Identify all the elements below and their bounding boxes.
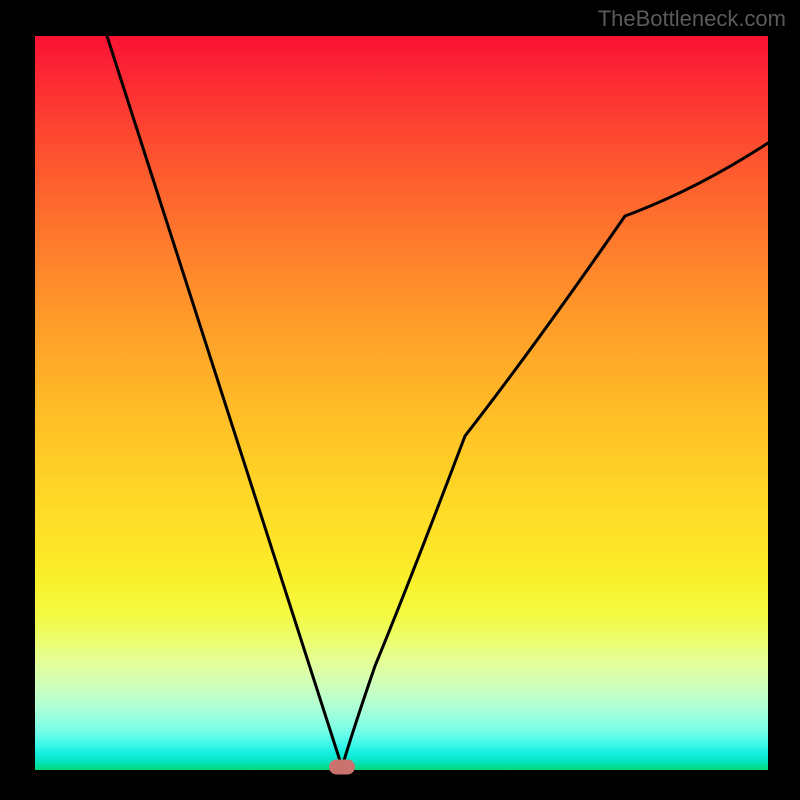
watermark-text: TheBottleneck.com — [598, 6, 786, 32]
curve-svg — [35, 36, 768, 770]
chart-plot-area — [35, 36, 768, 770]
optimum-marker — [329, 760, 355, 775]
